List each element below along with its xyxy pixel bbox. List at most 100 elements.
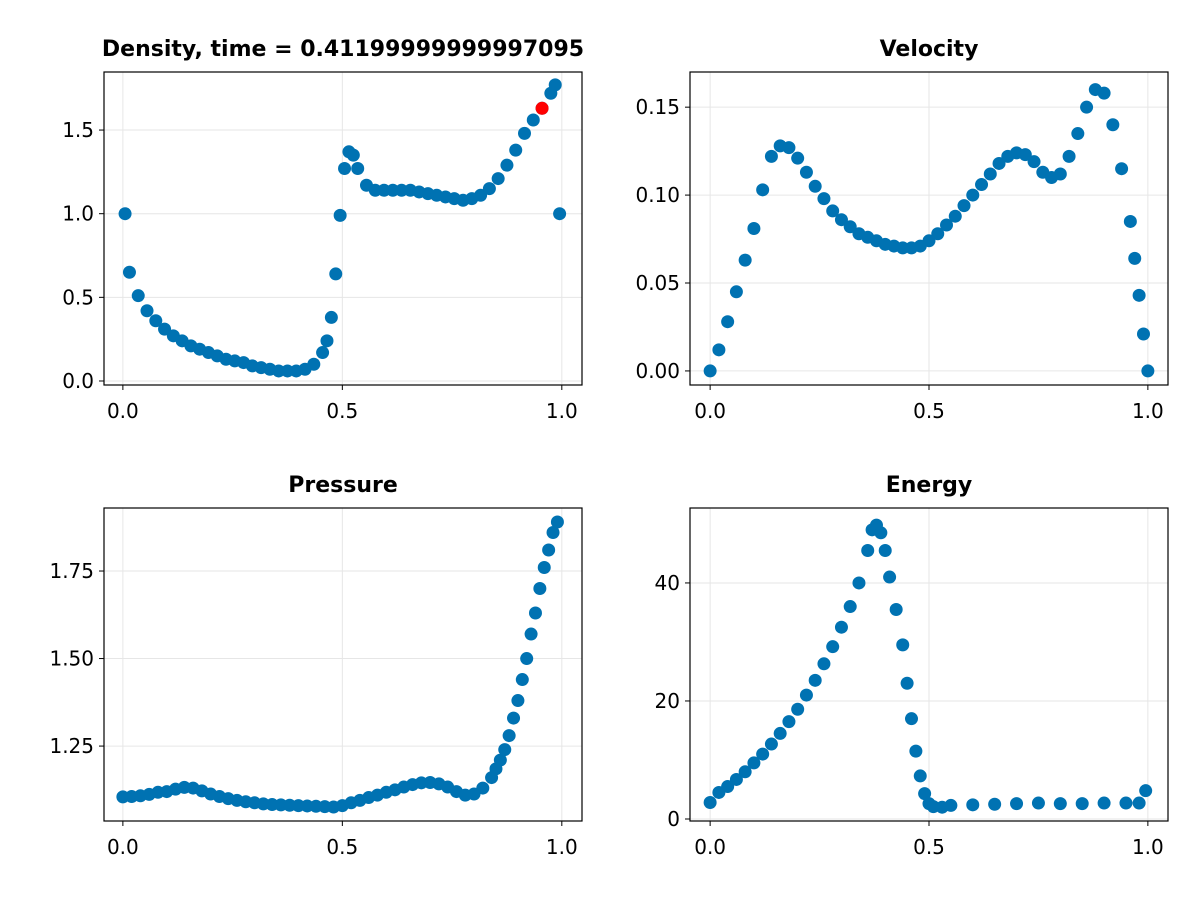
point <box>918 787 932 801</box>
point <box>1053 167 1067 181</box>
point <box>520 652 534 666</box>
point <box>940 218 954 232</box>
point <box>1123 214 1137 228</box>
point <box>158 322 172 336</box>
point <box>791 151 805 165</box>
highlight-point <box>535 101 549 115</box>
point <box>799 165 813 179</box>
point <box>808 673 822 687</box>
point <box>817 192 831 206</box>
point <box>1031 796 1045 810</box>
point <box>482 182 496 196</box>
x-tick-label: 1.0 <box>546 399 578 423</box>
point <box>988 797 1002 811</box>
point <box>346 148 360 162</box>
x-tick-label: 1.0 <box>1132 399 1164 423</box>
point <box>764 149 778 163</box>
y-tick-label: 1.25 <box>49 734 94 758</box>
point <box>1010 797 1024 811</box>
point <box>548 78 562 92</box>
point <box>782 141 796 155</box>
point <box>537 561 551 575</box>
y-tick-label: 0.10 <box>635 183 680 207</box>
point <box>1132 796 1146 810</box>
chart-title: Density, time = 0.41199999999997095 <box>102 37 584 62</box>
point <box>324 310 338 324</box>
point <box>721 780 735 794</box>
point <box>703 795 717 809</box>
x-tick-label: 0.5 <box>913 835 945 859</box>
point <box>1128 251 1142 265</box>
point <box>149 314 163 328</box>
point <box>983 167 997 181</box>
point <box>1071 127 1085 141</box>
point <box>1053 797 1067 811</box>
y-tick-label: 20 <box>655 689 680 713</box>
y-tick-label: 1.0 <box>62 202 94 226</box>
point <box>1097 796 1111 810</box>
point <box>852 576 866 590</box>
point <box>874 526 888 540</box>
point <box>140 304 154 318</box>
point <box>511 694 525 708</box>
point <box>703 364 717 378</box>
y-tick-label: 0.5 <box>62 285 94 309</box>
point <box>476 781 490 795</box>
point <box>524 627 538 641</box>
point <box>338 162 352 176</box>
point <box>747 756 761 770</box>
point <box>826 640 840 654</box>
point <box>502 729 516 743</box>
point <box>1018 148 1032 162</box>
point <box>948 209 962 223</box>
axes-frame <box>103 507 583 822</box>
point <box>493 753 507 767</box>
point <box>1119 796 1133 810</box>
point <box>1027 155 1041 169</box>
point <box>491 172 505 186</box>
chart-title: Energy <box>886 473 973 498</box>
point <box>904 712 918 726</box>
point <box>542 543 556 557</box>
y-tick-label: 1.75 <box>49 559 94 583</box>
y-tick-label: 0.00 <box>635 359 680 383</box>
point <box>1141 364 1155 378</box>
point <box>975 178 989 192</box>
x-tick-label: 0.0 <box>107 835 139 859</box>
point <box>773 726 787 740</box>
point <box>500 158 514 172</box>
point <box>1115 162 1129 176</box>
point <box>913 769 927 783</box>
point <box>118 207 132 221</box>
point <box>782 715 796 729</box>
y-tick-label: 1.5 <box>62 118 94 142</box>
chart-title: Pressure <box>288 473 398 498</box>
point <box>834 213 848 227</box>
point <box>498 743 512 757</box>
point <box>843 600 857 614</box>
point <box>526 113 540 127</box>
point <box>966 798 980 812</box>
point <box>712 343 726 357</box>
point <box>861 543 875 557</box>
point <box>738 765 752 779</box>
x-tick-label: 0.5 <box>913 399 945 423</box>
point <box>817 657 831 671</box>
y-tick-label: 0.05 <box>635 271 680 295</box>
axes-frame <box>689 71 1169 386</box>
point <box>550 515 564 529</box>
point <box>1075 797 1089 811</box>
point <box>889 603 903 617</box>
point <box>474 188 488 202</box>
point <box>896 638 910 652</box>
y-tick-label: 0 <box>667 807 680 831</box>
point <box>944 798 958 812</box>
point <box>533 582 547 596</box>
point <box>834 620 848 634</box>
axes-frame <box>689 507 1169 822</box>
point <box>957 199 971 213</box>
point <box>320 334 334 348</box>
point <box>1106 118 1120 132</box>
point <box>922 234 936 248</box>
